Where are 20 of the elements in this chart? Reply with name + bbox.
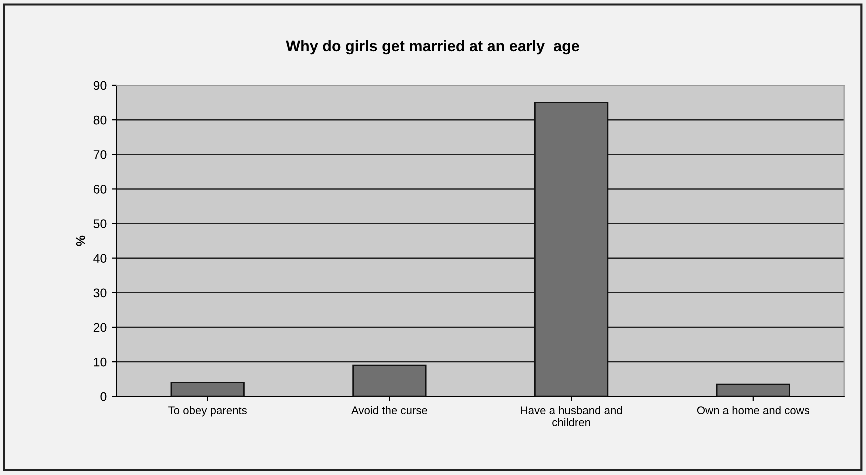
y-tick-label: 10 [94,358,107,367]
y-tick-label: 50 [94,220,107,228]
y-tick-label: 80 [94,116,107,125]
x-tick-label: To obey parents [168,406,247,417]
x-tick-label: Have a husband and children [521,406,622,426]
x-tick-label: Own a home and cows [697,406,810,415]
bar [534,102,609,397]
x-tick-label: Avoid the curse [352,406,428,415]
y-tick-label: 40 [94,254,107,263]
y-axis-title: % [76,236,86,246]
bar [716,384,790,397]
y-tick-label: 60 [94,185,107,194]
bar [352,364,427,397]
y-tick-label: 70 [94,150,107,160]
bar [170,382,245,397]
chart-title: Why do girls get married at an early age [286,40,580,55]
y-tick-label: 90 [94,81,107,90]
y-tick-label: 30 [94,288,107,298]
y-tick-label: 20 [94,323,107,332]
y-tick-label: 0 [100,392,107,402]
